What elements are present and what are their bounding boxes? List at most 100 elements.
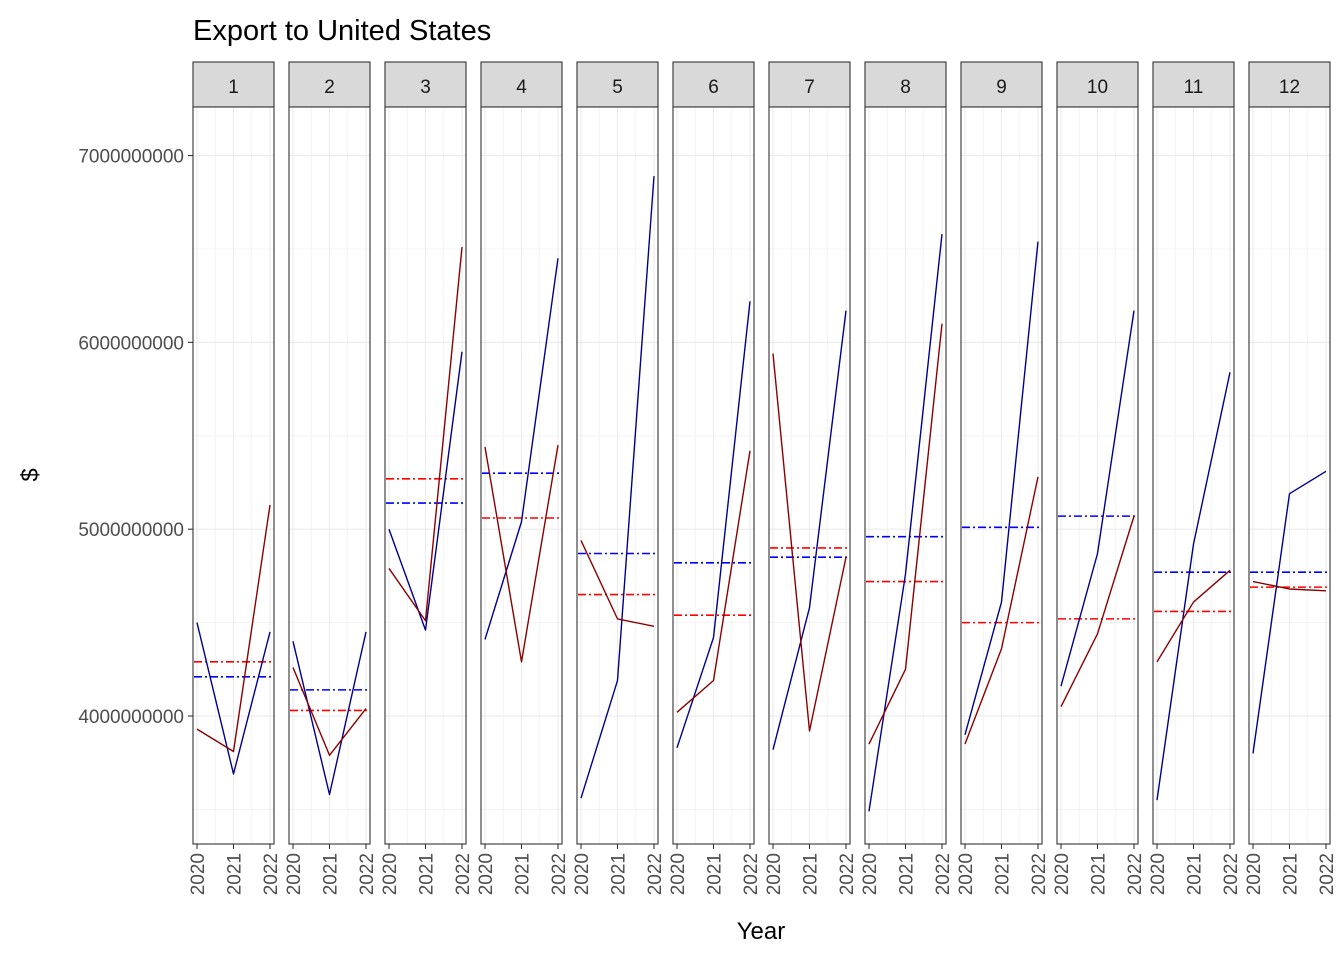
x-tick-label: 2022 xyxy=(357,853,378,895)
x-tick-label: 2021 xyxy=(1185,853,1206,895)
x-tick-label: 2021 xyxy=(1089,853,1110,895)
x-tick-label: 2021 xyxy=(1281,853,1302,895)
facet-strip xyxy=(1152,61,1235,108)
x-tick-label: 2020 xyxy=(572,853,593,895)
x-tick-label: 2022 xyxy=(645,853,666,895)
facet-panel-5: 5 2020 2021 2022 xyxy=(572,61,666,895)
blue-series-line xyxy=(1060,310,1135,687)
red-series-line xyxy=(580,540,655,628)
x-axis-title: Year xyxy=(737,918,786,945)
facet-strip-label: 10 xyxy=(1087,77,1108,98)
blue-series-line xyxy=(772,310,847,750)
red-series-line xyxy=(964,476,1039,745)
facet-strip-label: 1 xyxy=(228,77,239,98)
facet-strip-label: 5 xyxy=(612,77,623,98)
facet-panel-3: 3 2020 2021 2022 xyxy=(380,61,474,895)
facet-panel-8: 8 2020 2021 2022 xyxy=(860,61,954,895)
x-tick-label: 2020 xyxy=(860,853,881,895)
red-series-line xyxy=(676,450,751,713)
x-tick-label: 2022 xyxy=(1125,853,1146,895)
facet-strip xyxy=(864,61,947,108)
blue-series-line xyxy=(484,258,559,640)
red-series-line xyxy=(484,445,559,663)
red-series-line xyxy=(1060,515,1135,708)
facet-panel-6: 6 2020 2021 2022 xyxy=(668,61,762,895)
facet-strip-label: 8 xyxy=(900,77,911,98)
y-axis-title: $ xyxy=(17,468,44,481)
y-tick-label: 5000000000 xyxy=(78,520,184,541)
x-tick-label: 2022 xyxy=(1221,853,1242,895)
facet-strip xyxy=(960,61,1043,108)
facet-strip xyxy=(480,61,563,108)
x-tick-label: 2020 xyxy=(668,853,689,895)
blue-series-line xyxy=(196,622,271,775)
facet-strip xyxy=(672,61,755,108)
red-series-line xyxy=(1156,569,1231,663)
red-series-line xyxy=(196,504,271,753)
x-tick-label: 2022 xyxy=(453,853,474,895)
x-tick-label: 2021 xyxy=(609,853,630,895)
facet-panel-12: 12 2020 2021 2022 xyxy=(1244,61,1338,895)
facet-strip-label: 12 xyxy=(1279,77,1300,98)
x-tick-label: 2020 xyxy=(284,853,305,895)
x-tick-label: 2020 xyxy=(188,853,209,895)
red-series-line xyxy=(388,247,463,622)
x-tick-label: 2020 xyxy=(1148,853,1169,895)
red-series-line xyxy=(772,353,847,732)
facet-strip-label: 9 xyxy=(996,77,1007,98)
chart-title: Export to United States xyxy=(193,15,491,47)
x-tick-label: 2020 xyxy=(380,853,401,895)
blue-series-line xyxy=(676,301,751,749)
facet-panel-7: 7 2020 2021 2022 xyxy=(764,61,858,895)
x-tick-label: 2022 xyxy=(549,853,570,895)
facet-strip-label: 7 xyxy=(804,77,815,98)
facet-strip xyxy=(768,61,851,108)
x-tick-label: 2022 xyxy=(933,853,954,895)
red-series-line xyxy=(868,323,943,745)
blue-series-line xyxy=(1156,372,1231,801)
facet-panel-2: 2 2020 2021 2022 xyxy=(284,61,378,895)
facet-panel-10: 10 2020 2021 2022 xyxy=(1052,61,1146,895)
blue-series-line xyxy=(580,176,655,799)
x-tick-label: 2022 xyxy=(261,853,282,895)
x-tick-label: 2021 xyxy=(321,853,342,895)
blue-series-line xyxy=(388,351,463,631)
blue-series-line xyxy=(868,233,943,812)
x-tick-label: 2021 xyxy=(801,853,822,895)
facet-panel-9: 9 2020 2021 2022 xyxy=(956,61,1050,895)
facet-strip-label: 11 xyxy=(1184,77,1204,98)
y-tick-label: 4000000000 xyxy=(78,707,184,728)
facet-strip xyxy=(192,61,275,108)
red-series-line xyxy=(1252,580,1327,592)
facet-panel-11: 11 2020 2021 2022 xyxy=(1148,61,1242,895)
x-tick-label: 2020 xyxy=(764,853,785,895)
x-tick-label: 2022 xyxy=(1029,853,1050,895)
x-tick-label: 2021 xyxy=(897,853,918,895)
blue-series-line xyxy=(1252,470,1327,754)
x-tick-label: 2020 xyxy=(1052,853,1073,895)
red-series-line xyxy=(292,667,367,756)
x-tick-label: 2021 xyxy=(513,853,534,895)
x-tick-label: 2022 xyxy=(837,853,858,895)
facet-panel-1: 1 2020 2021 2022 xyxy=(188,61,282,895)
x-tick-label: 2021 xyxy=(417,853,438,895)
y-tick-label: 6000000000 xyxy=(78,333,184,354)
blue-series-line xyxy=(964,241,1039,735)
blue-series-line xyxy=(292,631,367,796)
x-tick-label: 2020 xyxy=(1244,853,1265,895)
x-tick-label: 2020 xyxy=(476,853,497,895)
facet-strip xyxy=(576,61,659,108)
y-tick-label: 7000000000 xyxy=(78,147,184,168)
facet-strip-label: 3 xyxy=(420,77,431,98)
facet-strip-label: 2 xyxy=(324,77,335,98)
x-tick-label: 2022 xyxy=(1317,853,1338,895)
x-tick-label: 2021 xyxy=(225,853,246,895)
x-tick-label: 2021 xyxy=(705,853,726,895)
facet-strip-label: 4 xyxy=(516,77,527,98)
x-tick-label: 2022 xyxy=(741,853,762,895)
x-tick-label: 2021 xyxy=(993,853,1014,895)
x-tick-label: 2020 xyxy=(956,853,977,895)
facet-panel-4: 4 2020 2021 2022 xyxy=(476,61,570,895)
